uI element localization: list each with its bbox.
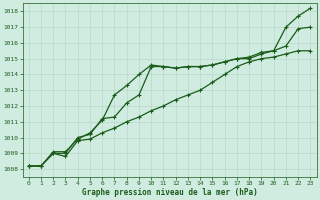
X-axis label: Graphe pression niveau de la mer (hPa): Graphe pression niveau de la mer (hPa) (82, 188, 258, 197)
